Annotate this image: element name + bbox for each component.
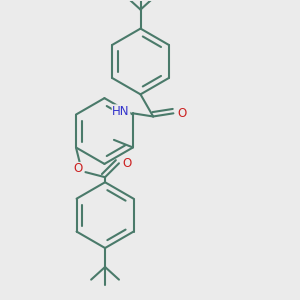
- Text: O: O: [177, 107, 186, 120]
- Text: O: O: [74, 163, 83, 176]
- Text: HN: HN: [112, 105, 130, 118]
- Text: O: O: [123, 157, 132, 170]
